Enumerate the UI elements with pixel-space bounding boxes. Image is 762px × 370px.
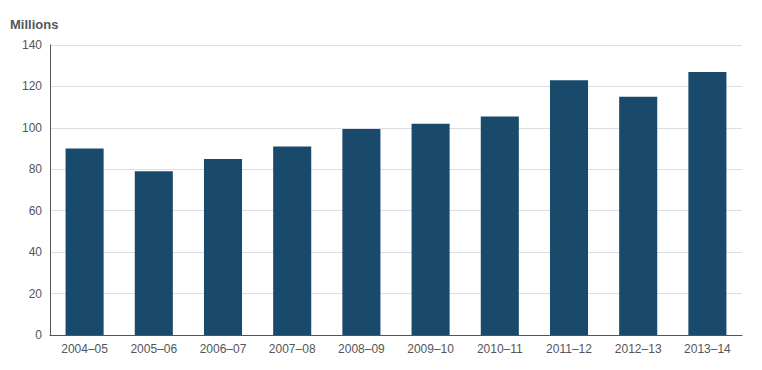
svg-text:60: 60 — [29, 204, 43, 218]
svg-text:100: 100 — [22, 121, 42, 135]
svg-text:0: 0 — [35, 328, 42, 342]
svg-text:2009–10: 2009–10 — [407, 342, 454, 356]
svg-text:2012–13: 2012–13 — [615, 342, 662, 356]
svg-text:2007–08: 2007–08 — [269, 342, 316, 356]
svg-text:80: 80 — [29, 162, 43, 176]
svg-text:2005–06: 2005–06 — [130, 342, 177, 356]
svg-text:40: 40 — [29, 245, 43, 259]
svg-text:2011–12: 2011–12 — [546, 342, 592, 356]
svg-text:20: 20 — [29, 287, 43, 301]
svg-text:2013–14: 2013–14 — [684, 342, 731, 356]
svg-text:120: 120 — [22, 79, 42, 93]
svg-text:140: 140 — [22, 38, 42, 52]
svg-text:Millions: Millions — [10, 17, 58, 32]
svg-text:2006–07: 2006–07 — [200, 342, 247, 356]
svg-text:2004–05: 2004–05 — [61, 342, 108, 356]
svg-text:2008–09: 2008–09 — [338, 342, 385, 356]
svg-text:2010–11: 2010–11 — [477, 342, 523, 356]
